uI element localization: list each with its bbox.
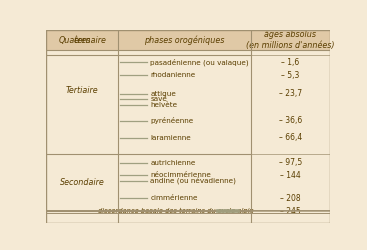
Text: – 208: – 208 [280, 194, 301, 203]
Text: – 66,4: – 66,4 [279, 133, 302, 142]
Text: Secondaire: Secondaire [60, 178, 105, 186]
Text: attique: attique [150, 91, 176, 97]
Text: – 23,7: – 23,7 [279, 90, 302, 98]
Text: discordance basale des terrains du cycle alpin: discordance basale des terrains du cycle… [98, 208, 254, 214]
Text: – 245: – 245 [280, 207, 301, 216]
Text: néocimmérienne: néocimmérienne [150, 172, 211, 178]
Text: – 144: – 144 [280, 171, 301, 180]
Text: âges absolus
(en millions d'années): âges absolus (en millions d'années) [246, 30, 335, 50]
Text: – 97,5: – 97,5 [279, 158, 302, 167]
Text: – 5,3: – 5,3 [281, 71, 300, 80]
Text: pyrénéenne: pyrénéenne [150, 117, 193, 124]
Text: autrichienne: autrichienne [150, 160, 196, 166]
Text: – 1,6: – 1,6 [281, 58, 299, 67]
Text: Tertiaire: Tertiaire [66, 86, 98, 95]
Text: andine (ou névadienne): andine (ou névadienne) [150, 177, 236, 184]
Text: laramienne: laramienne [150, 135, 191, 141]
Text: – 36,6: – 36,6 [279, 116, 302, 125]
Text: savè: savè [150, 96, 167, 102]
Text: helvète: helvète [150, 102, 177, 108]
Text: rhodanienne: rhodanienne [150, 72, 196, 78]
Text: ères: ères [73, 36, 91, 44]
Text: cimmérienne: cimmérienne [150, 196, 198, 202]
Text: phases orogéniques: phases orogéniques [144, 35, 225, 45]
Text: pasadénienne (ou valaque): pasadénienne (ou valaque) [150, 58, 249, 66]
Bar [46, 30, 330, 50]
Text: Quaternaire: Quaternaire [58, 36, 106, 45]
